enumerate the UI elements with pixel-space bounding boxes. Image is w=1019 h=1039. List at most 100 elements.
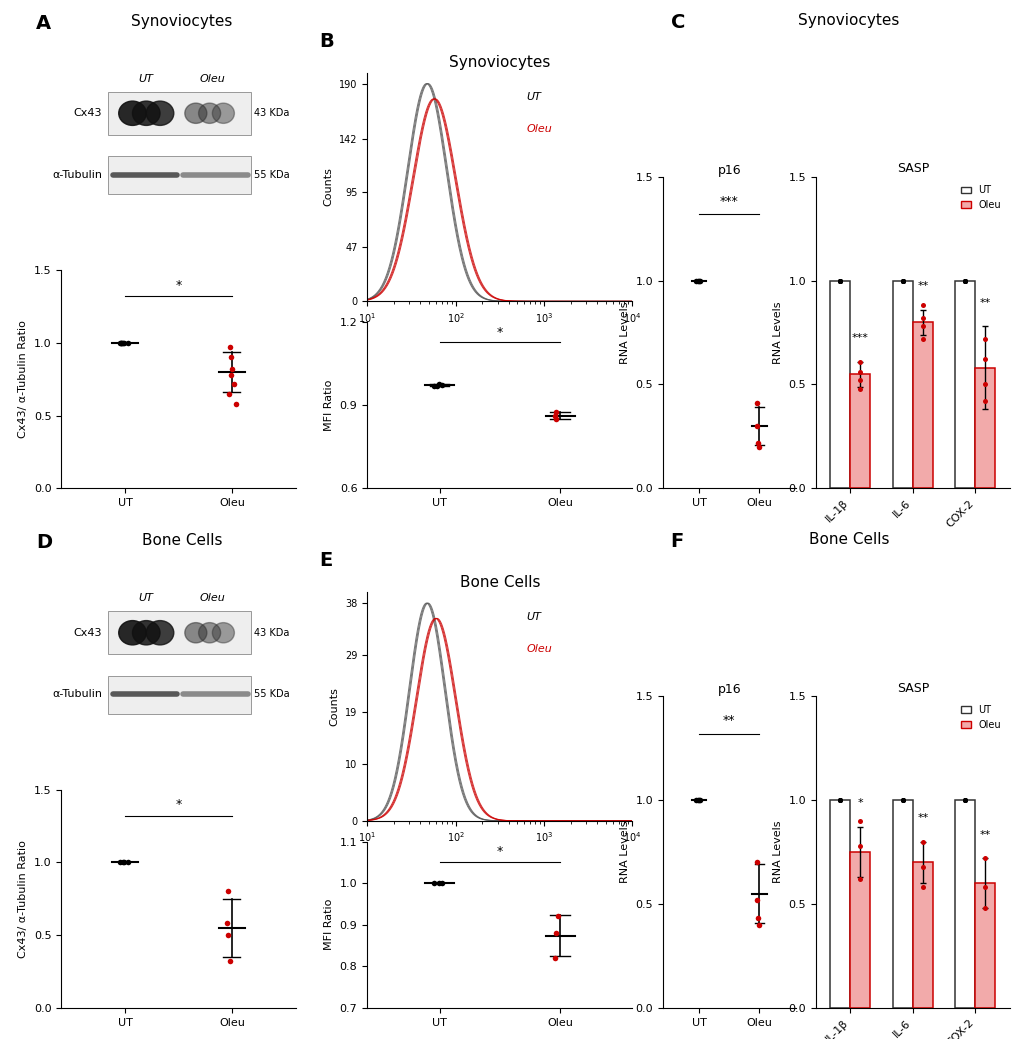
Text: 55 KDa: 55 KDa <box>254 169 289 180</box>
Text: UT: UT <box>139 74 154 83</box>
Title: Bone Cells: Bone Cells <box>460 575 539 590</box>
Point <box>750 438 766 455</box>
Bar <box>892 281 912 488</box>
Point <box>222 953 238 969</box>
Bar <box>850 852 869 1008</box>
Title: p16: p16 <box>716 683 741 696</box>
Point <box>914 330 930 347</box>
Text: Cx43: Cx43 <box>73 108 102 118</box>
Point <box>894 792 910 808</box>
Point <box>689 792 705 808</box>
Ellipse shape <box>212 622 234 643</box>
Point <box>227 396 244 412</box>
Ellipse shape <box>132 101 160 126</box>
Point <box>914 833 930 850</box>
Point <box>748 395 764 411</box>
Text: *: * <box>857 798 862 808</box>
Bar <box>850 374 869 488</box>
Point <box>956 272 972 289</box>
Text: A: A <box>36 14 51 32</box>
Text: *: * <box>175 278 181 292</box>
Point <box>434 875 450 891</box>
Point <box>425 875 441 891</box>
Ellipse shape <box>132 620 160 645</box>
Text: **: ** <box>916 812 927 823</box>
Point <box>976 879 993 896</box>
Point <box>956 792 972 808</box>
Y-axis label: RNA Levels: RNA Levels <box>772 821 783 883</box>
Point <box>112 335 128 351</box>
Point <box>689 272 705 289</box>
Point <box>976 351 993 368</box>
Point <box>219 915 235 932</box>
Point <box>220 385 236 402</box>
Ellipse shape <box>212 103 234 124</box>
Text: **: ** <box>979 297 990 308</box>
Point <box>956 272 972 289</box>
Point <box>115 335 131 351</box>
Text: α-Tubulin: α-Tubulin <box>52 169 102 180</box>
Ellipse shape <box>118 620 146 645</box>
Point <box>222 349 238 366</box>
Point <box>914 310 930 326</box>
Point <box>748 891 764 908</box>
FancyBboxPatch shape <box>108 157 251 194</box>
Ellipse shape <box>199 622 220 643</box>
Point <box>115 854 131 871</box>
Point <box>914 879 930 896</box>
Bar <box>912 862 932 1008</box>
Point <box>894 792 910 808</box>
Y-axis label: RNA Levels: RNA Levels <box>620 301 630 364</box>
Legend: UT, Oleu: UT, Oleu <box>956 701 1004 734</box>
Point <box>894 272 910 289</box>
Ellipse shape <box>184 622 207 643</box>
Y-axis label: RNA Levels: RNA Levels <box>772 301 783 364</box>
Point <box>119 335 136 351</box>
Point <box>832 272 848 289</box>
Point <box>688 792 704 808</box>
Point <box>976 330 993 347</box>
Bar <box>829 281 850 488</box>
Point <box>116 335 132 351</box>
Text: Cx43: Cx43 <box>73 628 102 638</box>
Text: Oleu: Oleu <box>526 644 551 654</box>
Text: Bone Cells: Bone Cells <box>808 532 889 548</box>
Ellipse shape <box>184 103 207 124</box>
Point <box>222 339 238 355</box>
Point <box>894 272 910 289</box>
Point <box>749 910 765 927</box>
Point <box>434 377 450 394</box>
Ellipse shape <box>146 620 173 645</box>
Text: C: C <box>671 14 685 32</box>
Text: ***: *** <box>719 194 738 208</box>
Point <box>425 377 441 394</box>
Point <box>976 376 993 393</box>
Point <box>832 792 848 808</box>
Ellipse shape <box>118 101 146 126</box>
Point <box>914 297 930 314</box>
Point <box>852 812 868 829</box>
Point <box>113 335 129 351</box>
Bar <box>955 800 974 1008</box>
Point <box>832 272 848 289</box>
Point <box>832 272 848 289</box>
Point <box>430 376 446 393</box>
Text: **: ** <box>916 281 927 291</box>
Point <box>832 792 848 808</box>
Text: D: D <box>36 533 52 552</box>
Point <box>547 410 564 427</box>
Point <box>852 871 868 887</box>
Point <box>692 272 708 289</box>
Text: α-Tubulin: α-Tubulin <box>52 689 102 699</box>
Point <box>112 854 128 871</box>
Point <box>547 925 564 941</box>
Point <box>852 380 868 397</box>
Point <box>914 318 930 335</box>
Text: Oleu: Oleu <box>200 593 225 603</box>
X-axis label: ß-Gal (FDG): ß-Gal (FDG) <box>467 850 532 860</box>
Text: UT: UT <box>526 612 541 621</box>
FancyBboxPatch shape <box>108 676 251 714</box>
Point <box>690 792 706 808</box>
Text: 43 KDa: 43 KDa <box>254 628 288 638</box>
Point <box>546 950 562 966</box>
